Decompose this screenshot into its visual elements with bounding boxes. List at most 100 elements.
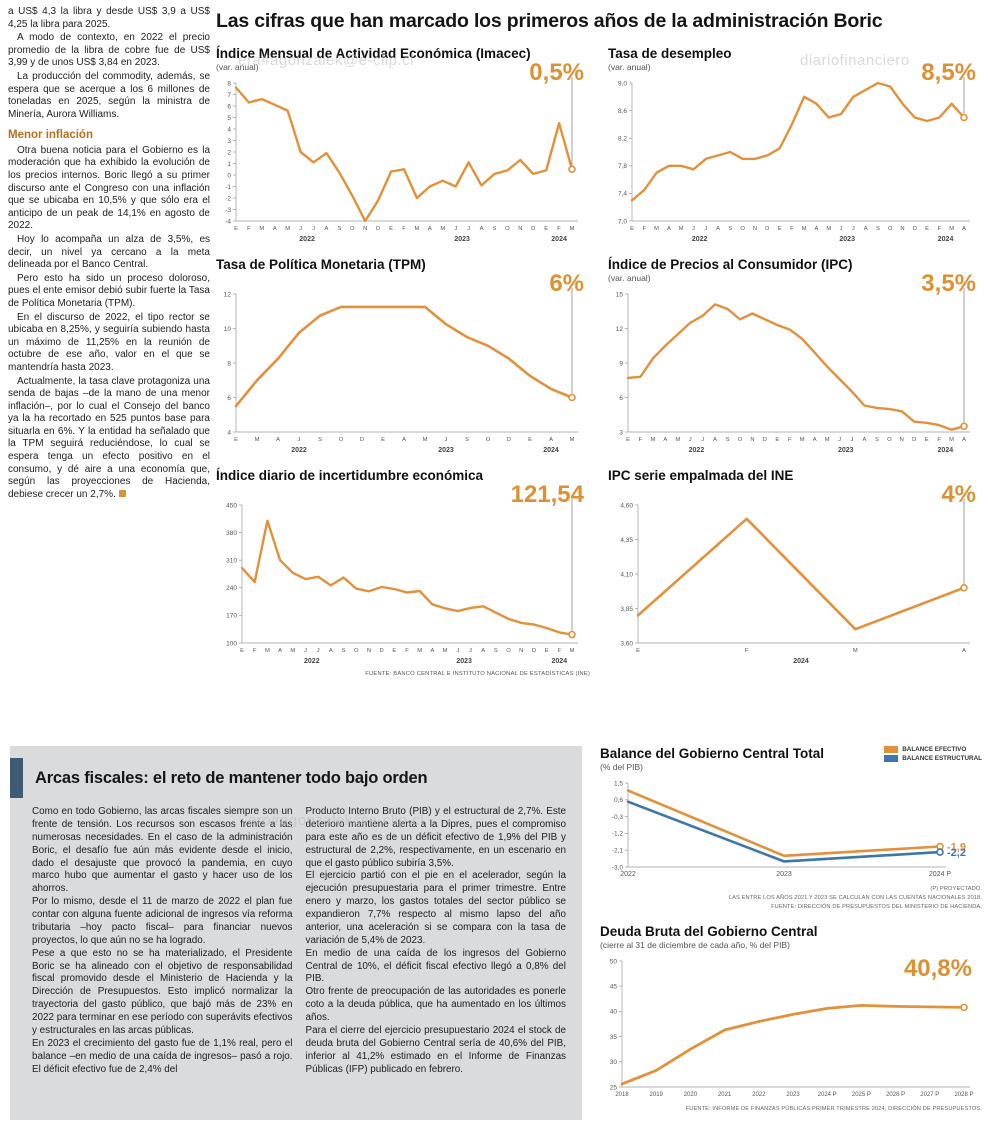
svg-text:-2,2: -2,2 <box>947 847 966 859</box>
svg-text:S: S <box>465 437 469 443</box>
chart-subtitle: (var. anual) <box>608 273 651 283</box>
svg-text:2025 P: 2025 P <box>852 1092 871 1098</box>
chart-legend: BALANCE EFECTIVO BALANCE ESTRUCTURAL <box>884 746 982 762</box>
article-paragraph: La producción del commodity, además, se … <box>8 70 210 120</box>
svg-text:F: F <box>639 437 643 443</box>
charts-grid: Índice Mensual de Actividad Económica (I… <box>216 46 982 677</box>
svg-text:O: O <box>506 648 511 654</box>
chart-title: IPC serie empalmada del INE <box>608 468 794 483</box>
article-paragraph: Actualmente, la tasa clave protagoniza u… <box>8 376 210 502</box>
svg-text:380: 380 <box>226 530 237 537</box>
chart-latest-value: 40,8% <box>903 955 972 983</box>
svg-text:M: M <box>675 437 680 443</box>
svg-text:2024: 2024 <box>551 236 567 243</box>
svg-text:F: F <box>405 648 409 654</box>
svg-text:S: S <box>726 437 730 443</box>
svg-text:M: M <box>259 226 264 232</box>
svg-text:J: J <box>701 437 704 443</box>
svg-text:N: N <box>753 226 757 232</box>
article-paragraph: Otra buena noticia para el Gobierno es l… <box>8 144 210 232</box>
svg-text:E: E <box>544 226 548 232</box>
svg-text:1,5: 1,5 <box>614 780 623 787</box>
chart-latest-value: 6% <box>549 270 584 297</box>
footnote: (P) PROYECTADO. <box>930 886 982 892</box>
footnote: FUENTE: DIRECCIÓN DE PRESUPUESTOS DEL MI… <box>771 904 982 911</box>
footnote: LAS ENTRE LOS AÑOS 2021 Y 2023 SE CALCUL… <box>728 895 982 902</box>
svg-text:J: J <box>689 437 692 443</box>
svg-text:3,60: 3,60 <box>620 640 633 647</box>
svg-text:A: A <box>864 226 868 232</box>
fiscal-title: Arcas fiscales: el reto de mantener todo… <box>35 768 428 787</box>
svg-text:2026 P: 2026 P <box>886 1092 905 1098</box>
svg-text:J: J <box>852 226 855 232</box>
svg-text:35: 35 <box>610 1034 618 1041</box>
chart-latest-value: 8,5% <box>921 59 976 86</box>
svg-text:A: A <box>329 648 333 654</box>
chart-deuda: Deuda Bruta del Gobierno Central (cierre… <box>600 924 982 1114</box>
svg-text:E: E <box>389 226 393 232</box>
svg-text:4: 4 <box>227 126 231 133</box>
chart-imacec: Índice Mensual de Actividad Económica (I… <box>216 46 590 247</box>
svg-text:D: D <box>360 437 364 443</box>
svg-text:D: D <box>913 226 917 232</box>
svg-text:-2,1: -2,1 <box>612 848 624 855</box>
svg-text:A: A <box>273 226 277 232</box>
legend-label: BALANCE ESTRUCTURAL <box>902 755 982 762</box>
svg-text:O: O <box>350 226 355 232</box>
svg-text:2023: 2023 <box>839 236 855 243</box>
article-end-marker <box>118 489 126 497</box>
svg-text:2022: 2022 <box>304 658 320 665</box>
svg-text:40: 40 <box>610 1009 618 1016</box>
chart-plot: 0,5% 8 7 6 5 4 3 2 1 0 -1 -2 -3 -4 E F M A M J J A S O N D E F M A M J… <box>216 59 590 247</box>
svg-text:A: A <box>430 648 434 654</box>
svg-text:E: E <box>636 648 640 654</box>
svg-text:2024: 2024 <box>552 658 568 665</box>
chart-subtitle <box>216 273 590 284</box>
svg-text:A: A <box>815 226 819 232</box>
svg-text:30: 30 <box>610 1059 618 1066</box>
svg-text:A: A <box>663 437 667 443</box>
chart-title: Tasa de Política Monetaria (TPM) <box>216 257 426 272</box>
svg-text:2023: 2023 <box>838 447 854 454</box>
svg-text:S: S <box>494 648 498 654</box>
svg-text:N: N <box>367 648 371 654</box>
chart-title: Índice diario de incertidumbre económica <box>216 468 484 483</box>
svg-text:6: 6 <box>227 103 231 110</box>
page-title: Las cifras que han marcado los primeros … <box>216 10 883 32</box>
svg-text:2022: 2022 <box>752 1092 766 1098</box>
svg-text:O: O <box>354 648 359 654</box>
svg-text:M: M <box>423 437 428 443</box>
svg-text:2022: 2022 <box>299 236 315 243</box>
chart-latest-value: 0,5% <box>529 59 584 86</box>
svg-text:12: 12 <box>616 326 624 333</box>
svg-text:2023: 2023 <box>438 447 454 454</box>
svg-text:-1: -1 <box>225 184 231 191</box>
chart-ipc: Índice de Precios al Consumidor (IPC) (v… <box>608 257 982 458</box>
fiscal-paragraph: El ejercicio partió con el pie en el ace… <box>305 870 567 946</box>
svg-text:F: F <box>745 648 749 654</box>
svg-text:8,6: 8,6 <box>618 108 627 115</box>
svg-text:E: E <box>528 437 532 443</box>
svg-text:45: 45 <box>610 984 618 991</box>
svg-text:D: D <box>380 648 384 654</box>
svg-text:3,85: 3,85 <box>620 606 633 613</box>
fiscal-header: Arcas fiscales: el reto de mantener todo… <box>10 758 566 798</box>
chart-latest-value: 121,54 <box>510 481 584 508</box>
svg-text:6: 6 <box>619 395 623 402</box>
svg-text:2024 P: 2024 P <box>929 871 952 878</box>
svg-text:J: J <box>704 226 707 232</box>
svg-text:M: M <box>415 226 420 232</box>
fiscal-paragraph: En 2023 el crecimiento del gasto fue de … <box>32 1037 293 1075</box>
svg-text:3: 3 <box>227 138 231 145</box>
svg-text:S: S <box>337 226 341 232</box>
svg-text:J: J <box>299 226 302 232</box>
svg-text:7,8: 7,8 <box>618 163 627 170</box>
accent-bar <box>10 758 23 798</box>
svg-text:J: J <box>298 437 301 443</box>
svg-text:F: F <box>402 226 406 232</box>
chart-plot: 6% 12 10 8 6 4 E M A J S O D E A M J S O D E A M 2022 2023 2024 <box>216 270 590 458</box>
svg-text:J: J <box>312 226 315 232</box>
svg-text:E: E <box>626 437 630 443</box>
legend-item-estructural: BALANCE ESTRUCTURAL <box>884 755 982 762</box>
svg-text:M: M <box>285 226 290 232</box>
